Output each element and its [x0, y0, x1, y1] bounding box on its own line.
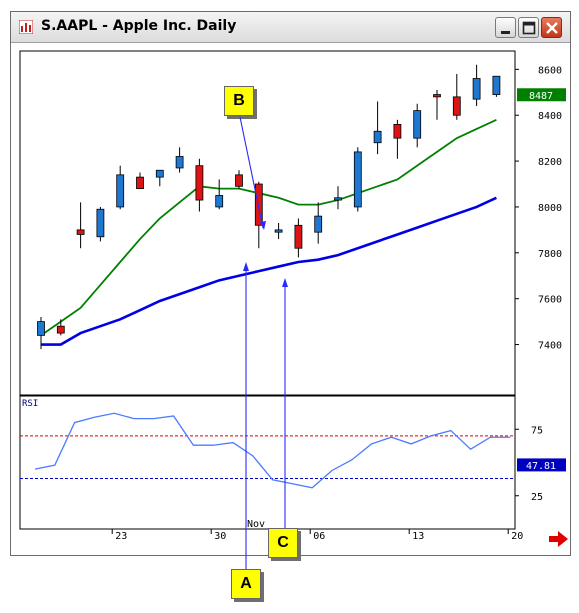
up-candle-body: [155, 169, 164, 178]
last-price-label: 8487: [529, 91, 553, 102]
minimize-icon: [501, 31, 510, 34]
candle[interactable]: [373, 101, 382, 155]
close-button[interactable]: [541, 17, 562, 38]
up-candle-body: [314, 215, 323, 233]
candle[interactable]: [56, 319, 65, 336]
down-candle-body: [294, 224, 303, 249]
price-tick-label: 7400: [538, 341, 562, 352]
x-tick-label: 20: [511, 531, 523, 542]
down-candle-body: [433, 94, 441, 98]
price-tick-label: 8400: [538, 111, 562, 122]
candle[interactable]: [274, 223, 283, 240]
up-candle-body: [334, 197, 342, 201]
candle[interactable]: [393, 119, 402, 159]
callout-c: C: [268, 528, 298, 558]
up-candle-body: [37, 321, 45, 336]
slow-moving-average-line: [41, 196, 497, 346]
candle[interactable]: [155, 169, 164, 187]
candle[interactable]: [195, 158, 204, 212]
window-title: S.AAPL - Apple Inc. Daily: [41, 18, 237, 34]
price-tick-label: 7800: [538, 249, 562, 260]
rsi-tick-label: 25: [531, 492, 543, 503]
close-icon: [546, 22, 558, 34]
price-tick-label: 8000: [538, 203, 562, 214]
down-candle-body: [136, 176, 144, 189]
x-month-label: Nov: [247, 519, 265, 530]
price-panel[interactable]: [19, 50, 516, 396]
up-candle-body: [472, 78, 481, 100]
candle[interactable]: [433, 89, 441, 120]
scroll-right-arrow-icon[interactable]: [549, 531, 569, 547]
candle[interactable]: [413, 103, 422, 148]
chart-window: S.AAPL - Apple Inc. Daily 8600 8400 8200 80…: [10, 11, 571, 556]
candle[interactable]: [76, 202, 85, 249]
down-candle-body: [254, 183, 263, 226]
candle[interactable]: [472, 64, 481, 107]
candle[interactable]: [353, 147, 362, 212]
chart-app-icon: [19, 20, 33, 34]
up-candle-body: [492, 75, 501, 95]
up-candle-body: [175, 156, 184, 169]
candle[interactable]: [294, 218, 303, 258]
x-tick-label: 30: [214, 531, 226, 542]
last-price-badge: [517, 88, 566, 102]
rsi-line: [34, 412, 511, 489]
rsi-panel[interactable]: [19, 395, 516, 530]
down-candle-body: [56, 325, 65, 334]
x-tick-label: 23: [115, 531, 127, 542]
down-candle-body: [235, 174, 243, 187]
minimize-button[interactable]: [495, 17, 516, 38]
callout-b: B: [224, 86, 254, 116]
rsi-last-value-label: 47.81: [526, 461, 556, 472]
x-tick-label: 13: [412, 531, 424, 542]
candle[interactable]: [116, 165, 125, 210]
down-candle-body: [452, 96, 461, 116]
down-candle-body: [76, 229, 85, 235]
candle[interactable]: [136, 172, 144, 189]
callout-a: A: [231, 569, 261, 599]
down-candle-body: [195, 165, 204, 201]
up-candle-body: [116, 174, 125, 208]
rsi-last-value-badge: [517, 458, 566, 472]
rsi-label: RSI: [22, 399, 38, 409]
candle[interactable]: [314, 202, 323, 244]
up-candle-body: [413, 110, 422, 139]
up-candle-body: [96, 208, 105, 238]
candle[interactable]: [96, 206, 105, 242]
chart-area[interactable]: 8600 8400 8200 8000 7800 7600 7400 8487 RSI 75 25 4…: [11, 43, 570, 555]
up-candle-body: [215, 195, 224, 208]
down-candle-body: [393, 123, 402, 139]
title-bar[interactable]: S.AAPL - Apple Inc. Daily: [11, 12, 570, 43]
candle[interactable]: [452, 73, 461, 120]
price-tick-label: 8600: [538, 65, 562, 76]
price-tick-label: 7600: [538, 295, 562, 306]
maximize-button[interactable]: [518, 17, 539, 38]
candle[interactable]: [215, 179, 224, 210]
up-candle-body: [373, 130, 382, 144]
up-candle-body: [353, 151, 362, 208]
candle[interactable]: [492, 75, 501, 97]
x-tick-label: 06: [313, 531, 325, 542]
fast-moving-average-line: [40, 118, 497, 337]
candle[interactable]: [175, 147, 184, 173]
candle[interactable]: [37, 317, 45, 350]
rsi-tick-label: 75: [531, 425, 543, 436]
maximize-icon: [522, 21, 536, 35]
candle[interactable]: [334, 186, 342, 210]
up-candle-body: [274, 229, 283, 233]
price-tick-label: 8200: [538, 157, 562, 168]
